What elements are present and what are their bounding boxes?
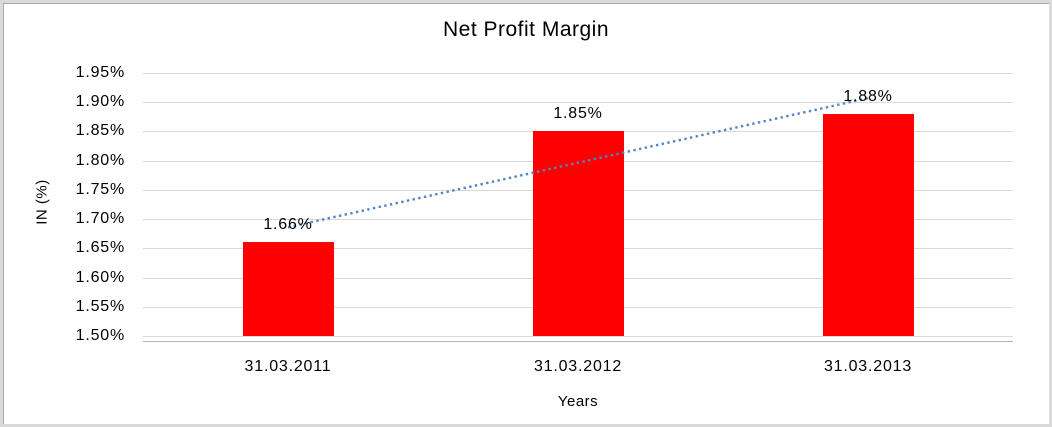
chart-title: Net Profit Margin [442,18,610,41]
x-category-label: 31.03.2013 [823,358,913,375]
bar [533,131,624,336]
x-axis-line [143,341,1013,342]
y-tick-label: 1.90% [75,93,125,110]
bar-data-label: 1.66% [263,216,313,233]
x-category-label: 31.03.2012 [533,358,623,375]
y-tick-label: 1.70% [75,210,125,227]
y-tick-label: 1.50% [75,327,125,344]
bar-data-label: 1.88% [843,88,893,105]
y-tick-label: 1.95% [75,64,125,81]
y-tick-label: 1.80% [75,152,125,169]
y-tick-label: 1.55% [75,298,125,315]
gridline [143,336,1013,337]
bar [823,114,914,336]
y-tick-label: 1.65% [75,239,125,256]
bar [243,242,334,336]
y-tick-label: 1.85% [75,122,125,139]
x-axis-label: Years [557,393,599,410]
gridline [143,73,1013,74]
x-category-label: 31.03.2011 [244,358,332,375]
y-tick-label: 1.75% [75,181,125,198]
bar-data-label: 1.85% [553,105,603,122]
y-tick-label: 1.60% [75,269,125,286]
